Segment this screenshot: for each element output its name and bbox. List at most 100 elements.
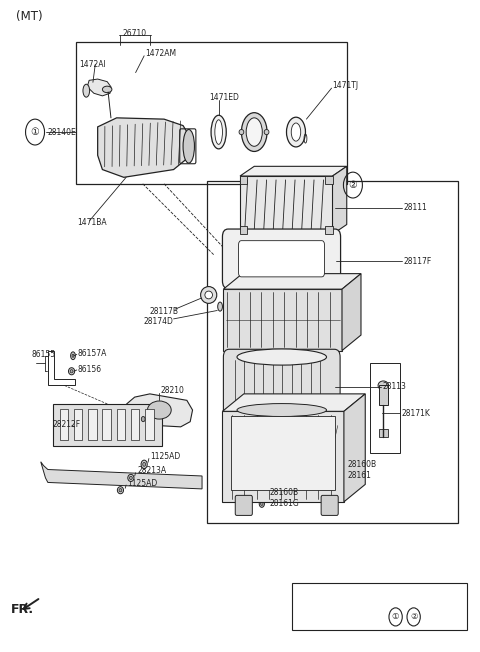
FancyBboxPatch shape xyxy=(222,411,344,502)
Ellipse shape xyxy=(201,287,217,303)
FancyBboxPatch shape xyxy=(131,409,139,440)
Text: 86155: 86155 xyxy=(31,350,55,359)
Ellipse shape xyxy=(241,113,267,151)
Ellipse shape xyxy=(259,500,264,507)
Ellipse shape xyxy=(338,463,341,466)
Polygon shape xyxy=(222,394,365,411)
Text: 86156: 86156 xyxy=(78,366,102,374)
Ellipse shape xyxy=(264,130,269,135)
FancyBboxPatch shape xyxy=(223,289,342,351)
Text: 28161: 28161 xyxy=(347,471,371,480)
Ellipse shape xyxy=(246,118,262,146)
Text: 1472AI: 1472AI xyxy=(80,60,107,68)
Text: 28174D: 28174D xyxy=(143,317,173,326)
FancyBboxPatch shape xyxy=(231,416,336,490)
FancyBboxPatch shape xyxy=(223,349,340,418)
Text: NOTE: NOTE xyxy=(296,588,319,597)
Text: 1472AM: 1472AM xyxy=(145,49,176,57)
Text: 28117F: 28117F xyxy=(404,257,432,266)
FancyBboxPatch shape xyxy=(222,229,341,288)
Text: 86157A: 86157A xyxy=(78,349,107,358)
Text: 1471TJ: 1471TJ xyxy=(333,81,359,90)
FancyBboxPatch shape xyxy=(379,385,388,405)
Text: 28212F: 28212F xyxy=(53,420,81,429)
Text: 28140E: 28140E xyxy=(48,128,77,136)
FancyBboxPatch shape xyxy=(145,409,154,440)
Ellipse shape xyxy=(261,491,263,494)
Text: ①: ① xyxy=(31,127,39,137)
FancyBboxPatch shape xyxy=(379,430,388,437)
Text: 26710: 26710 xyxy=(122,29,147,38)
Polygon shape xyxy=(333,166,347,234)
Text: 1125AD: 1125AD xyxy=(150,452,180,461)
Ellipse shape xyxy=(141,417,145,422)
FancyBboxPatch shape xyxy=(74,409,83,440)
Text: ②: ② xyxy=(348,180,357,190)
Text: ~: ~ xyxy=(404,612,412,621)
Text: 28161G: 28161G xyxy=(269,499,299,509)
Ellipse shape xyxy=(337,461,342,468)
FancyBboxPatch shape xyxy=(53,404,162,445)
FancyBboxPatch shape xyxy=(240,176,247,184)
FancyBboxPatch shape xyxy=(321,496,338,516)
Ellipse shape xyxy=(211,115,226,149)
Text: 28171K: 28171K xyxy=(401,409,430,418)
Ellipse shape xyxy=(237,349,326,365)
Text: 28111: 28111 xyxy=(404,203,427,212)
Ellipse shape xyxy=(147,401,171,419)
Ellipse shape xyxy=(72,354,74,357)
Text: 28210: 28210 xyxy=(160,386,184,395)
Text: 1125AD: 1125AD xyxy=(127,479,157,488)
FancyBboxPatch shape xyxy=(117,409,125,440)
FancyBboxPatch shape xyxy=(88,409,96,440)
Polygon shape xyxy=(344,394,365,502)
Ellipse shape xyxy=(287,117,305,147)
Text: 28213A: 28213A xyxy=(137,466,166,475)
FancyBboxPatch shape xyxy=(325,176,333,184)
Text: 28160B: 28160B xyxy=(269,488,299,497)
Text: THE NO. 28100 :: THE NO. 28100 : xyxy=(296,612,370,621)
Ellipse shape xyxy=(141,460,147,469)
Ellipse shape xyxy=(128,475,134,481)
Text: ①: ① xyxy=(392,612,399,621)
Polygon shape xyxy=(97,118,190,177)
Ellipse shape xyxy=(70,370,73,373)
Ellipse shape xyxy=(239,130,244,135)
FancyBboxPatch shape xyxy=(239,241,324,277)
Ellipse shape xyxy=(143,462,145,466)
Text: 28113: 28113 xyxy=(383,382,406,391)
Ellipse shape xyxy=(215,120,222,144)
Polygon shape xyxy=(121,394,192,427)
Text: 1471ED: 1471ED xyxy=(209,93,239,102)
FancyBboxPatch shape xyxy=(235,496,252,516)
Ellipse shape xyxy=(337,472,342,479)
Text: (MT): (MT) xyxy=(16,10,43,23)
Ellipse shape xyxy=(130,477,132,479)
Ellipse shape xyxy=(218,302,222,311)
Ellipse shape xyxy=(338,474,341,477)
Ellipse shape xyxy=(183,130,194,163)
Text: 28117B: 28117B xyxy=(150,307,179,316)
Text: 28160B: 28160B xyxy=(347,460,376,469)
Ellipse shape xyxy=(205,291,213,299)
FancyBboxPatch shape xyxy=(240,226,247,234)
Ellipse shape xyxy=(83,84,90,97)
Ellipse shape xyxy=(71,352,75,360)
Polygon shape xyxy=(41,462,202,489)
FancyBboxPatch shape xyxy=(60,409,68,440)
Ellipse shape xyxy=(102,86,112,93)
Polygon shape xyxy=(87,79,111,96)
FancyBboxPatch shape xyxy=(240,176,333,234)
Polygon shape xyxy=(342,274,361,351)
Polygon shape xyxy=(223,274,361,289)
Text: ②: ② xyxy=(410,612,418,621)
Text: FR.: FR. xyxy=(12,602,35,615)
Ellipse shape xyxy=(69,368,75,375)
Text: 1471BA: 1471BA xyxy=(77,218,107,227)
Polygon shape xyxy=(240,166,347,176)
FancyBboxPatch shape xyxy=(325,226,333,234)
Ellipse shape xyxy=(291,123,301,141)
FancyBboxPatch shape xyxy=(102,409,111,440)
Ellipse shape xyxy=(119,488,122,492)
Ellipse shape xyxy=(237,404,326,417)
